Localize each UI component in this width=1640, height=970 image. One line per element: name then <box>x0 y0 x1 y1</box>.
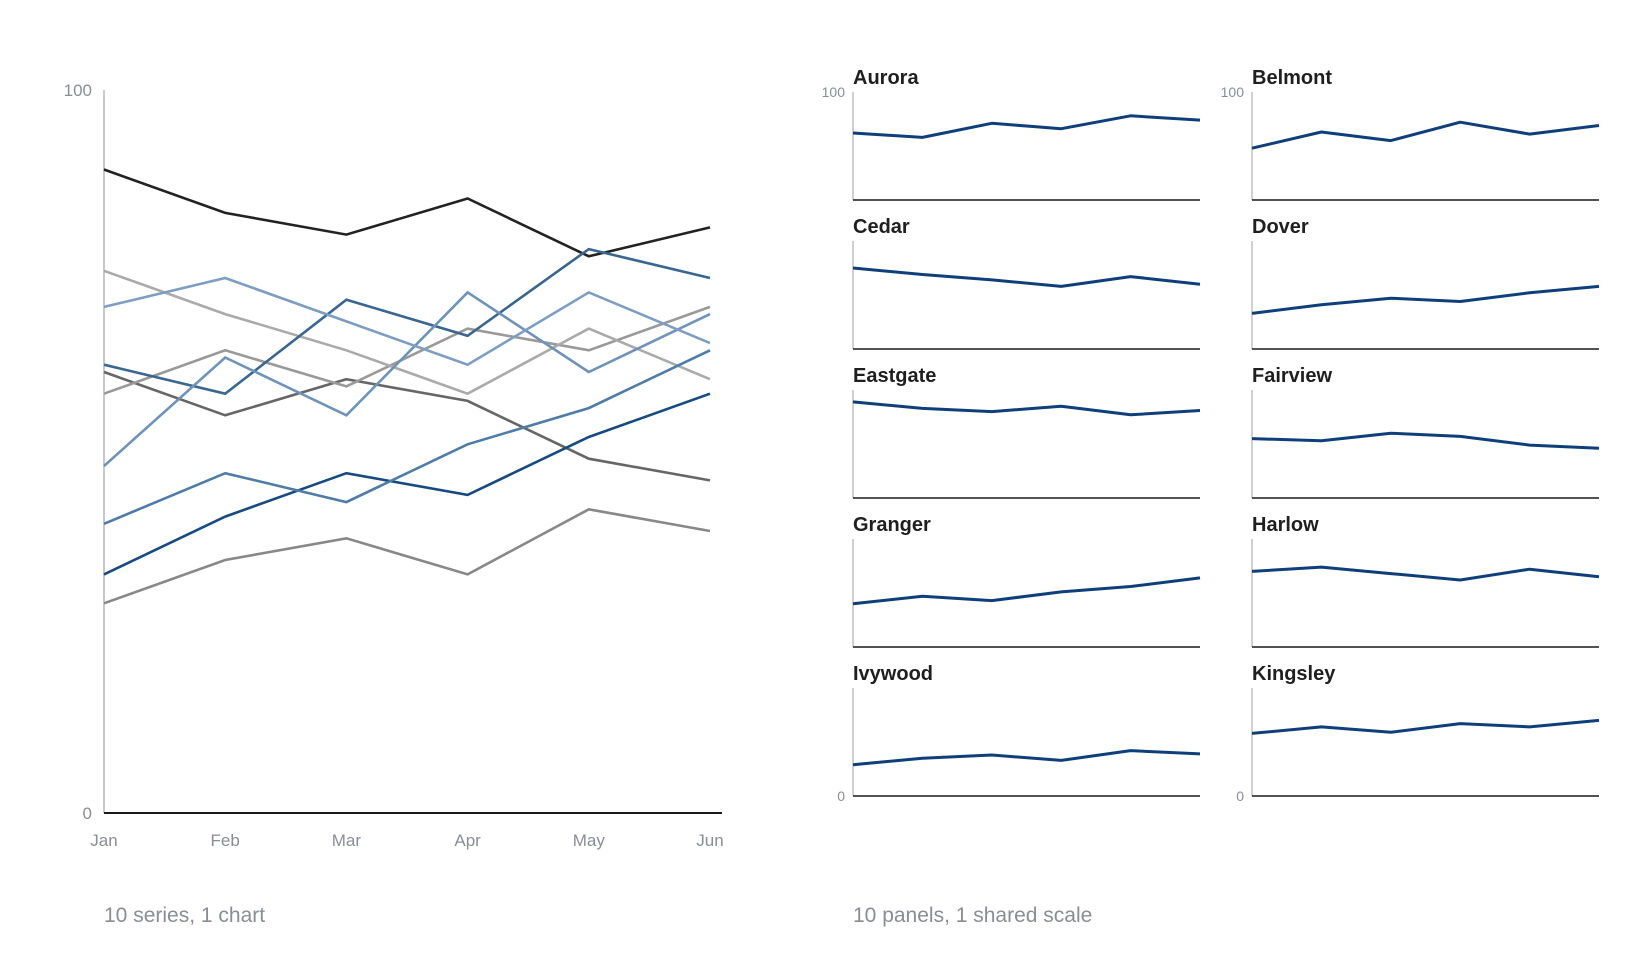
panel-title: Kingsley <box>1252 663 1336 685</box>
panel-fairview: Fairview <box>1251 365 1600 499</box>
panel-title: Aurora <box>853 67 919 89</box>
panel-title: Eastgate <box>853 365 936 387</box>
panel-aurora: Aurora 100 <box>822 67 1201 201</box>
panel-dover: Dover <box>1251 216 1600 350</box>
panel-line <box>852 749 1201 767</box>
left-chart-caption: 10 series, 1 chart <box>104 904 265 927</box>
series-line-2 <box>103 370 711 482</box>
x-tick-labels: Jan Feb Mar Apr May Jun <box>90 831 723 850</box>
series-line-4 <box>103 305 711 395</box>
y-tick-label-min: 0 <box>83 804 92 823</box>
small-multiples-caption: 10 panels, 1 shared scale <box>853 904 1092 927</box>
x-tick-label: Jun <box>696 831 723 850</box>
x-tick-label: Mar <box>332 831 362 850</box>
panel-title: Harlow <box>1252 514 1319 536</box>
panel-belmont: Belmont 100 <box>1221 67 1600 201</box>
multi-series-line-chart: 100 0 Jan Feb Mar Apr May Jun 10 series, 1 ch… <box>64 81 724 927</box>
x-tick-label: May <box>573 831 606 850</box>
series-line-7 <box>103 247 711 396</box>
panel-title: Dover <box>1252 216 1309 238</box>
panel-y-tick-min: 0 <box>837 788 845 804</box>
series-line-3 <box>103 507 711 605</box>
panel-line <box>1251 431 1600 450</box>
series-line-9 <box>103 290 711 467</box>
x-tick-label: Apr <box>454 831 481 850</box>
panel-kingsley: Kingsley 0 <box>1236 663 1600 804</box>
series-line-8 <box>103 349 711 525</box>
y-tick-label-max: 100 <box>64 81 92 100</box>
series-line-10 <box>103 276 711 367</box>
panel-y-tick-max: 100 <box>1221 84 1245 100</box>
x-tick-label: Feb <box>211 831 240 850</box>
panel-line <box>852 114 1201 139</box>
series-line-6 <box>103 392 711 576</box>
series-line-1 <box>103 168 711 258</box>
panel-y-tick-min: 0 <box>1236 788 1244 804</box>
panel-title: Granger <box>853 514 931 536</box>
series-lines <box>103 168 711 605</box>
panel-harlow: Harlow <box>1251 514 1600 648</box>
small-multiples-grid: Aurora 100 Belmont 100 Cedar Dover Eastgate Fai… <box>822 67 1600 804</box>
panel-title: Belmont <box>1252 67 1332 89</box>
panel-line <box>1251 565 1600 582</box>
panel-line <box>852 576 1201 606</box>
panel-title: Cedar <box>853 216 910 238</box>
panel-eastgate: Eastgate <box>852 365 1201 499</box>
panel-ivywood: Ivywood 0 <box>837 663 1201 804</box>
series-line-5 <box>103 269 711 396</box>
panel-line <box>852 400 1201 417</box>
panel-line <box>1251 120 1600 150</box>
panel-title: Fairview <box>1252 365 1332 387</box>
panel-y-tick-max: 100 <box>822 84 846 100</box>
panel-title: Ivywood <box>853 663 933 685</box>
panel-line <box>852 266 1201 288</box>
x-tick-label: Jan <box>90 831 117 850</box>
panel-line <box>1251 718 1600 735</box>
panel-cedar: Cedar <box>852 216 1201 350</box>
panel-granger: Granger <box>852 514 1201 648</box>
panel-line <box>1251 284 1600 315</box>
